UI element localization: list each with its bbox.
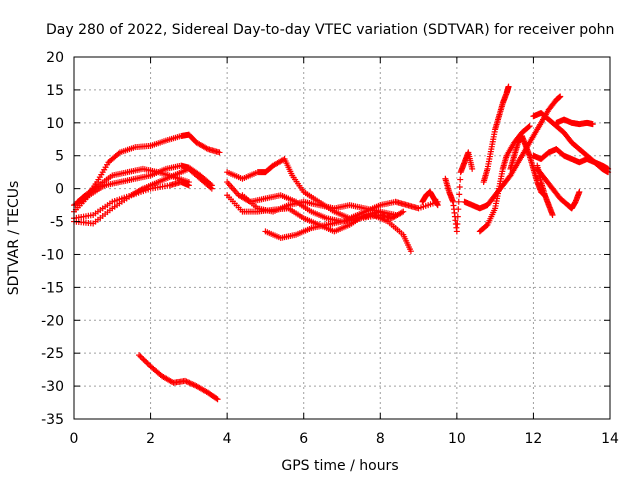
data-point [505, 83, 512, 90]
x-tick-label: 14 [601, 431, 619, 447]
y-tick-label: -35 [41, 412, 64, 428]
data-point [185, 179, 192, 186]
x-axis-title: GPS time / hours [281, 458, 398, 474]
series-track-v [419, 188, 441, 209]
x-tick-label: 12 [525, 431, 543, 447]
data-point [144, 360, 151, 367]
series-track-e [74, 165, 192, 205]
data-point [407, 248, 414, 255]
y-tick-label: -20 [41, 313, 64, 329]
data-point [455, 206, 462, 213]
data-point [140, 356, 147, 363]
y-tick-label: -30 [41, 379, 64, 395]
y-axis-title: SDTVAR / TECUs [6, 181, 22, 296]
y-tick-label: 0 [55, 182, 64, 198]
data-point [557, 93, 564, 100]
data-point [525, 123, 532, 130]
data-point [138, 354, 145, 361]
data-point [454, 213, 461, 220]
x-tick-label: 0 [70, 431, 79, 447]
x-tick-label: 10 [448, 431, 466, 447]
data-point [589, 121, 596, 128]
series-track-l [442, 149, 476, 235]
series-track-j [262, 208, 407, 241]
data-point [213, 395, 220, 402]
y-tick-label: 20 [46, 50, 64, 66]
grid [74, 57, 610, 419]
series-track-k [239, 192, 399, 218]
y-tick-label: 15 [46, 83, 64, 99]
series-track-r [530, 146, 612, 176]
data-point [137, 353, 144, 360]
y-tick-label: -25 [41, 346, 64, 362]
data-point [454, 221, 461, 228]
data-point [141, 357, 148, 364]
data-point [456, 191, 463, 198]
series-track-u [534, 162, 556, 218]
data-point [455, 198, 462, 205]
series-track-d [71, 179, 192, 227]
x-tick-label: 4 [223, 431, 232, 447]
data-point [434, 202, 441, 209]
data-point [457, 176, 464, 183]
y-tick-label: 5 [55, 149, 64, 165]
axis-ticks: -35 -30 -25 -20 -15 -10 -5 0 5 10 15 20 0 2 4 6 8 10 12 14 [41, 50, 619, 447]
data-point [208, 185, 215, 192]
data-point [549, 211, 556, 218]
data-point [456, 183, 463, 190]
data-point [143, 359, 150, 366]
plot-frame [73, 56, 611, 420]
x-tick-label: 8 [376, 431, 385, 447]
data-point [216, 149, 223, 156]
data-point [576, 188, 583, 195]
data-point [526, 123, 533, 130]
x-tick-label: 2 [146, 431, 155, 447]
data-point [400, 208, 407, 215]
series-track-o [480, 83, 512, 186]
data-point [136, 352, 143, 359]
x-tick-label: 6 [299, 431, 308, 447]
series-track-f [136, 352, 221, 403]
y-tick-label: 10 [46, 116, 64, 132]
y-tick-label: -15 [41, 280, 64, 296]
data-point [469, 165, 476, 172]
data-point [453, 228, 460, 235]
data-point [392, 211, 399, 218]
data-point [214, 396, 221, 403]
series-track-t [553, 116, 596, 128]
chart-title: Day 280 of 2022, Sidereal Day-to-day VTE… [46, 22, 614, 38]
y-tick-label: -10 [41, 247, 64, 263]
data-points [71, 83, 612, 403]
y-tick-label: -5 [50, 215, 64, 231]
